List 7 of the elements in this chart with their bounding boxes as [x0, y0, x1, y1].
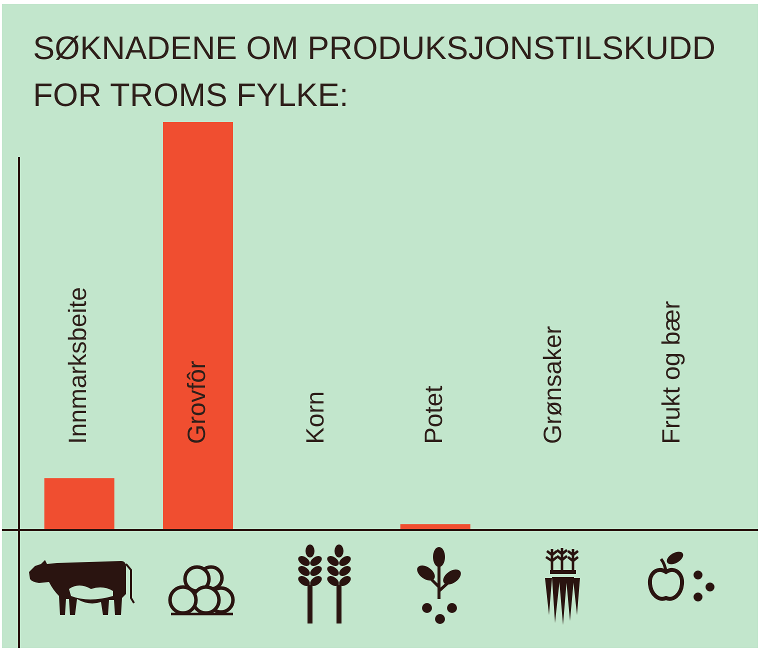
x-tick-label: Korn	[302, 391, 330, 444]
x-tick-label: Grovfôr	[182, 360, 211, 444]
x-tick-label: Potet	[420, 386, 448, 444]
x-tick-label: Innmarksbeite	[64, 286, 92, 444]
x-tick-label: Grønsaker	[538, 326, 567, 444]
chart-title: SØKNADENE OM PRODUKSJONSTILSKUDD FOR TROMS FYLKE:	[33, 29, 717, 115]
x-tick-label: Frukt og bær	[658, 300, 686, 444]
